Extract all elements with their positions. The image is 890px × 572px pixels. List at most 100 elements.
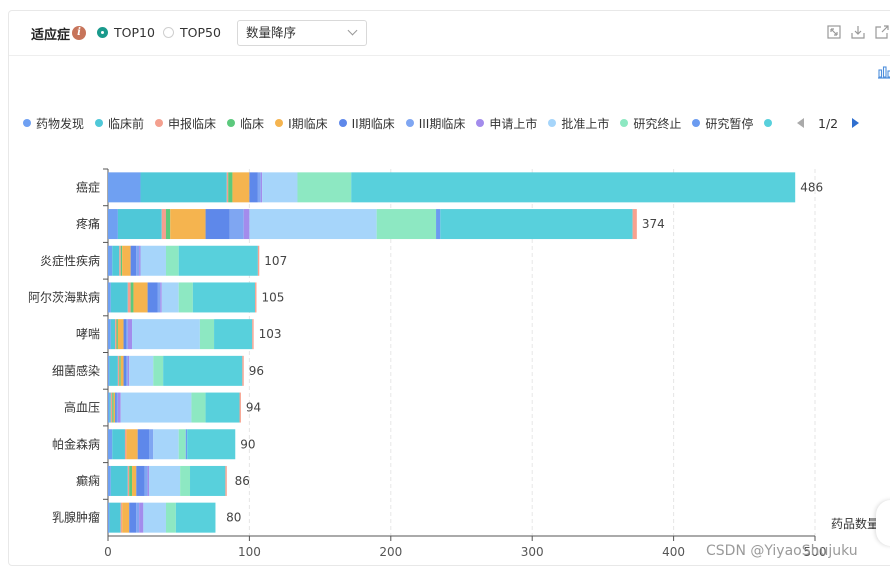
bar-segment	[120, 245, 123, 276]
legend-item[interactable]: III期临床	[405, 115, 465, 132]
bar-segment	[147, 465, 150, 496]
bar-segment	[160, 282, 162, 313]
bar-segment	[108, 465, 111, 496]
bar-total-label: 90	[240, 437, 255, 451]
radio-top50[interactable]: TOP50	[163, 25, 221, 40]
bar-segment	[112, 392, 114, 423]
legend-pager: 1/2	[797, 114, 860, 132]
legend-item[interactable]: II期临床	[338, 115, 395, 132]
legend-dot-icon	[227, 119, 236, 127]
bar-segment	[127, 319, 133, 350]
legend-dot-icon	[155, 119, 164, 127]
bar-total-label: 107	[264, 254, 287, 268]
legend-item[interactable]: 申报临床	[155, 115, 216, 132]
bar-segment	[132, 465, 137, 496]
legend-item[interactable]: 批准上市	[548, 115, 609, 132]
category-label: 疼痛	[76, 216, 100, 231]
legend-item[interactable]: 研究暂停	[692, 115, 753, 132]
share-icon[interactable]	[875, 25, 889, 39]
side-float-button[interactable]	[876, 500, 890, 546]
bar-segment	[252, 319, 254, 350]
category-label: 哮喘	[76, 327, 100, 341]
legend-item[interactable]: 申请上市	[476, 115, 537, 132]
legend-item[interactable]: 临床前	[95, 115, 144, 132]
bar-segment	[140, 172, 227, 203]
bar-segment	[130, 282, 134, 313]
bar-segment	[262, 172, 298, 203]
legend-dot-icon	[620, 119, 629, 127]
x-tick-label: 100	[238, 545, 261, 559]
bar-segment	[115, 319, 117, 350]
bar-total-label: 103	[259, 327, 282, 341]
legend-item[interactable]: 药物发现	[23, 115, 84, 132]
bar-segment	[191, 392, 206, 423]
bar-segment	[153, 355, 164, 386]
bar-segment	[226, 172, 229, 203]
bar-segment	[376, 209, 437, 240]
radio-top10[interactable]: TOP10	[97, 25, 155, 40]
bar-segment	[129, 502, 137, 533]
pager-next-icon[interactable]	[852, 118, 860, 128]
bar-segment	[117, 392, 121, 423]
bar-segment	[108, 245, 113, 276]
watermark: CSDN @YiyaoShujuku	[706, 543, 858, 559]
legend-dot-icon	[275, 119, 284, 127]
bar-segment	[170, 209, 206, 240]
bar-segment	[127, 465, 130, 496]
bar-segment	[205, 209, 230, 240]
bar-segment	[239, 392, 241, 423]
legend-item[interactable]: 研究终止	[620, 115, 681, 132]
bar-segment	[165, 245, 179, 276]
bar-segment	[109, 355, 118, 386]
pager-text: 1/2	[818, 115, 839, 131]
bar-segment	[137, 429, 150, 460]
bar-segment	[119, 355, 121, 386]
sort-select[interactable]: 数量降序	[237, 20, 367, 46]
bar-segment	[116, 392, 118, 423]
bar-segment	[124, 429, 127, 460]
legend-label: 临床	[240, 116, 265, 131]
expand-icon[interactable]	[827, 25, 841, 39]
toolbar: 适应症 i TOP10 TOP50 数量降序	[9, 11, 890, 56]
bar-segment	[108, 282, 111, 313]
bar-segment	[192, 282, 256, 313]
category-label: 帕金森病	[52, 436, 100, 451]
bar-segment	[161, 209, 166, 240]
bar-segment	[242, 355, 244, 386]
bar-segment	[110, 392, 113, 423]
bar-segment	[123, 355, 127, 386]
info-icon[interactable]: i	[72, 26, 86, 40]
legend-label: 申报临床	[168, 116, 217, 131]
bar-segment	[351, 172, 796, 203]
category-label: 炎症性疾病	[40, 253, 100, 268]
x-tick-label: 200	[379, 545, 402, 559]
indication-label: 适应症	[31, 28, 71, 43]
pager-prev-icon[interactable]	[797, 118, 804, 128]
bar-total-label: 80	[226, 511, 241, 525]
bar-total-label: 486	[800, 180, 823, 194]
bar-segment	[117, 209, 162, 240]
bar-segment	[187, 429, 236, 460]
legend-label: I期临床	[288, 116, 328, 131]
bar-segment	[440, 209, 633, 240]
radio-dot-icon	[163, 27, 174, 38]
legend-item[interactable]: 临床	[227, 115, 264, 132]
legend-item[interactable]: I期临床	[275, 115, 328, 132]
bar-segment	[149, 465, 181, 496]
bar-segment	[126, 429, 138, 460]
bar-segment	[228, 172, 233, 203]
bar-segment	[108, 392, 110, 423]
bar-total-label: 96	[249, 364, 264, 378]
legend-dot-icon	[338, 119, 347, 127]
legend-label: 研究终止	[633, 116, 682, 131]
download-icon[interactable]	[851, 25, 865, 39]
bar-segment	[129, 355, 154, 386]
bar-segment	[205, 392, 240, 423]
bar-segment	[178, 429, 186, 460]
bar-total-label: 94	[246, 401, 261, 415]
bar-segment	[139, 245, 141, 276]
category-label: 高血压	[64, 400, 100, 415]
category-label: 乳腺肿瘤	[52, 510, 100, 525]
bar-segment	[130, 245, 137, 276]
bar-segment	[143, 502, 166, 533]
